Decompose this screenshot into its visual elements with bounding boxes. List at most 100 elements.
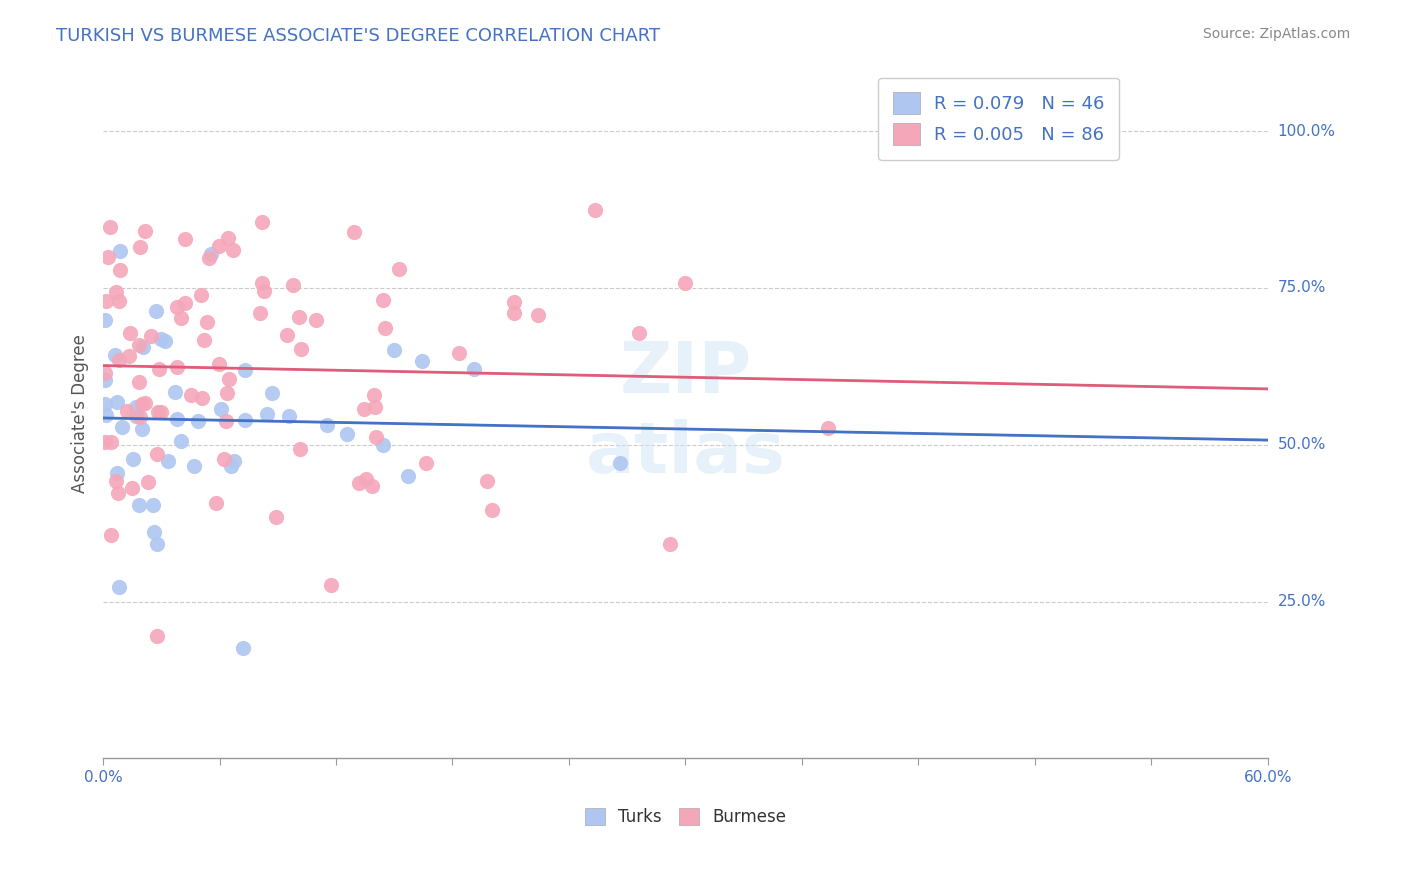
Point xyxy=(96,408,118,422)
Text: 25.0%: 25.0% xyxy=(1278,594,1326,609)
Point xyxy=(111,420,134,434)
Point xyxy=(134,224,156,238)
Point xyxy=(145,537,167,551)
Point xyxy=(163,384,186,399)
Point xyxy=(104,285,127,299)
Point xyxy=(100,434,122,449)
Point xyxy=(364,400,387,414)
Point xyxy=(250,215,273,229)
Point xyxy=(363,388,385,402)
Text: 75.0%: 75.0% xyxy=(1278,280,1326,295)
Point xyxy=(232,641,254,656)
Point xyxy=(205,496,228,510)
Point xyxy=(217,231,239,245)
Point xyxy=(276,327,298,342)
Point xyxy=(222,454,245,468)
Point xyxy=(146,405,169,419)
Point xyxy=(609,456,631,470)
Point xyxy=(396,468,419,483)
Point xyxy=(221,459,243,474)
Point xyxy=(107,485,129,500)
Point xyxy=(131,422,153,436)
Point xyxy=(138,475,160,489)
Legend: Turks, Burmese: Turks, Burmese xyxy=(578,801,793,833)
Point xyxy=(117,404,139,418)
Point xyxy=(94,366,117,380)
Point xyxy=(97,250,120,264)
Point xyxy=(527,309,550,323)
Point xyxy=(128,337,150,351)
Point xyxy=(583,203,606,218)
Point xyxy=(98,220,121,235)
Point xyxy=(124,409,146,423)
Point xyxy=(233,362,256,376)
Point xyxy=(125,400,148,414)
Point xyxy=(118,350,141,364)
Point xyxy=(266,510,288,524)
Point xyxy=(174,296,197,310)
Point xyxy=(187,414,209,428)
Point xyxy=(94,293,117,308)
Point xyxy=(288,442,311,457)
Point xyxy=(817,421,839,435)
Point xyxy=(475,475,498,489)
Point xyxy=(170,311,193,326)
Point xyxy=(209,402,232,417)
Point xyxy=(415,456,437,470)
Point xyxy=(233,413,256,427)
Point xyxy=(166,359,188,374)
Text: ZIP
atlas: ZIP atlas xyxy=(585,339,786,488)
Point xyxy=(180,388,202,402)
Point xyxy=(305,313,328,327)
Point xyxy=(287,310,309,324)
Point xyxy=(411,354,433,368)
Point xyxy=(94,434,117,449)
Point xyxy=(190,391,212,405)
Point xyxy=(353,402,375,417)
Point xyxy=(104,348,127,362)
Point xyxy=(198,251,221,265)
Point xyxy=(108,244,131,258)
Point xyxy=(360,479,382,493)
Y-axis label: Associate's Degree: Associate's Degree xyxy=(72,334,89,493)
Point xyxy=(107,293,129,308)
Point xyxy=(100,528,122,542)
Point xyxy=(108,580,131,594)
Point xyxy=(316,417,339,432)
Point xyxy=(105,395,128,409)
Point xyxy=(121,481,143,495)
Point xyxy=(384,343,406,358)
Point xyxy=(290,343,312,357)
Point xyxy=(374,321,396,335)
Point xyxy=(208,238,231,252)
Point xyxy=(153,334,176,349)
Point xyxy=(627,326,650,341)
Point xyxy=(658,537,681,551)
Point xyxy=(108,352,131,367)
Point xyxy=(142,525,165,540)
Point xyxy=(193,333,215,347)
Point xyxy=(94,397,117,411)
Point xyxy=(200,247,222,261)
Point xyxy=(373,438,395,452)
Point xyxy=(354,472,377,486)
Point xyxy=(249,305,271,319)
Point xyxy=(253,284,276,298)
Point xyxy=(107,467,129,481)
Point xyxy=(148,362,170,376)
Point xyxy=(281,278,304,293)
Point xyxy=(121,451,143,466)
Text: 50.0%: 50.0% xyxy=(1278,437,1326,452)
Point xyxy=(94,313,117,327)
Point xyxy=(278,409,301,424)
Point xyxy=(110,262,132,277)
Point xyxy=(139,329,162,343)
Point xyxy=(170,434,193,448)
Point xyxy=(120,326,142,340)
Point xyxy=(166,411,188,425)
Point xyxy=(388,261,411,276)
Point xyxy=(215,386,238,401)
Point xyxy=(252,277,274,291)
Point xyxy=(502,294,524,309)
Point xyxy=(183,458,205,473)
